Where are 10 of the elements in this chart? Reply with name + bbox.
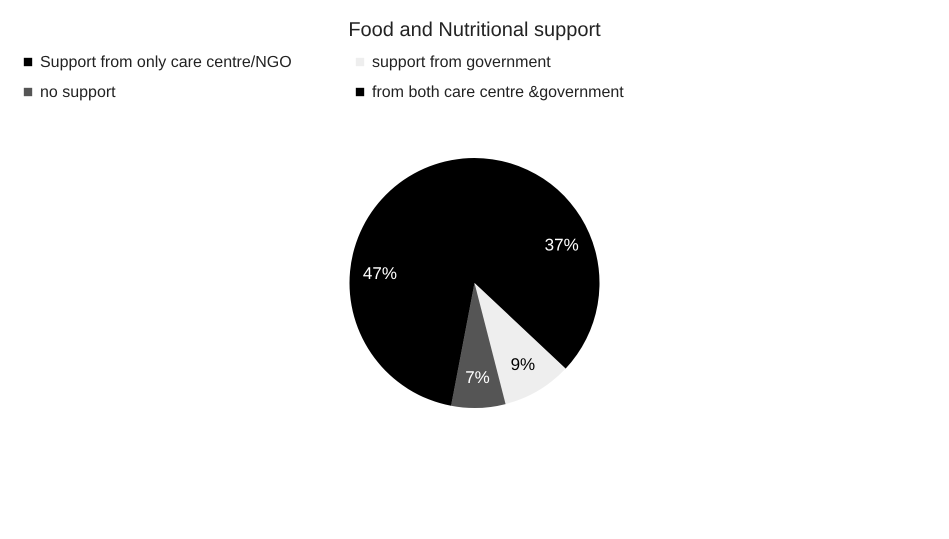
legend-label: from both care centre &government: [372, 84, 624, 101]
data-label: 37%: [544, 235, 579, 254]
data-label: 47%: [362, 264, 397, 284]
legend-label: no support: [40, 84, 116, 101]
pie-slice: [451, 283, 506, 408]
data-label: 9%: [510, 354, 536, 374]
data-label: 7%: [465, 368, 490, 387]
legend-label: Support from only care centre/NGO: [40, 54, 292, 71]
legend-label: support from government: [372, 54, 552, 71]
chart-title: Food and Nutritional support: [348, 19, 602, 41]
